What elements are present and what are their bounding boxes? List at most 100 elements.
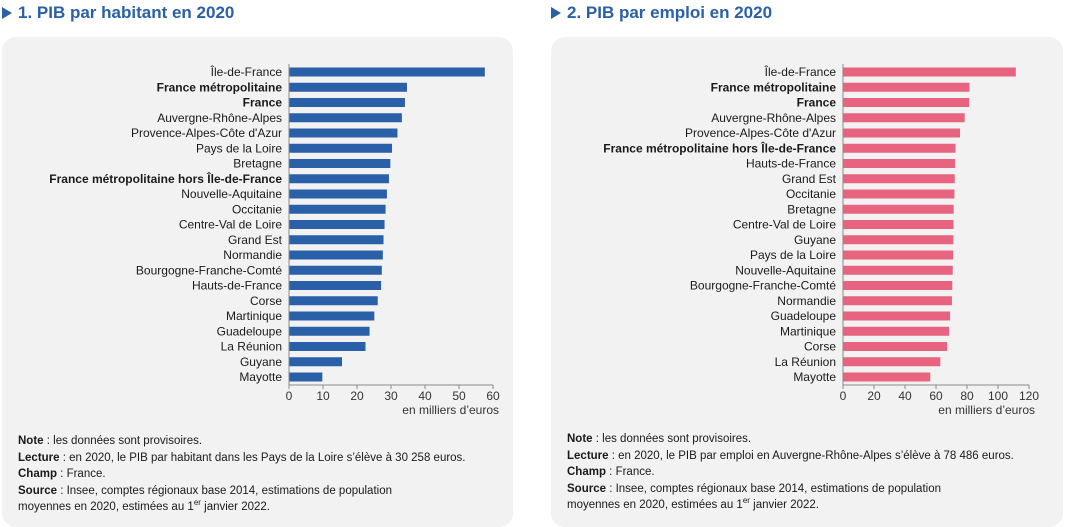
category-label: Normandie <box>777 294 836 308</box>
category-label: Bourgogne-Franche-Comté <box>690 279 836 293</box>
chart-card-pib-emploi: Île-de-France France métropolitaine France… <box>551 37 1063 527</box>
category-label: Corse <box>250 294 282 308</box>
category-label: Centre-Val de Loire <box>179 218 282 232</box>
category-label: Grand Est <box>782 172 837 186</box>
x-tick-label: 40 <box>898 389 912 403</box>
category-label: Centre-Val de Loire <box>733 218 836 232</box>
bar <box>289 296 378 306</box>
bar <box>843 113 965 123</box>
category-label: Nouvelle-Aquitaine <box>181 187 282 201</box>
bar <box>289 189 387 199</box>
bar <box>289 235 384 245</box>
category-label: Guadeloupe <box>771 309 837 323</box>
category-label: Île-de-France <box>764 64 837 79</box>
x-tick-label: 30 <box>384 389 398 403</box>
category-label: France métropolitaine <box>711 80 837 94</box>
x-axis-label: en milliers d’euros <box>402 403 499 417</box>
x-tick-label: 20 <box>867 389 881 403</box>
bar <box>843 342 948 351</box>
chart-card-pib-habitant: Île-de-France France métropolitaine France… <box>2 37 513 527</box>
category-label: Normandie <box>223 248 282 262</box>
x-tick-label: 120 <box>1019 389 1039 403</box>
bar <box>289 342 366 351</box>
bar <box>289 250 383 260</box>
chart-notes-pib-emploi: Note : les données sont provisoires. Lec… <box>567 431 1014 514</box>
x-axis-label: en milliers d’euros <box>938 403 1035 417</box>
category-label: Bretagne <box>233 157 282 171</box>
bar <box>289 113 402 123</box>
bar <box>843 265 953 275</box>
x-tick-label: 10 <box>316 389 330 403</box>
x-tick-label: 0 <box>286 389 293 403</box>
bar <box>843 311 951 321</box>
category-label: Occitanie <box>786 187 836 201</box>
x-tick-label: 60 <box>486 389 500 403</box>
bar <box>289 174 389 184</box>
x-tick-label: 20 <box>350 389 364 403</box>
category-label: Guadeloupe <box>217 324 283 338</box>
category-label: Provence-Alpes-Côte d'Azur <box>685 126 836 140</box>
category-label: Hauts-de-France <box>192 279 282 293</box>
category-label: France <box>243 96 283 110</box>
bar <box>843 67 1016 77</box>
category-label: Auvergne-Rhône-Alpes <box>157 111 282 125</box>
triangle-bullet-icon <box>2 7 12 19</box>
champ-line: Champ : France. <box>18 468 106 480</box>
category-label: Corse <box>804 340 836 354</box>
category-label: Mayotte <box>793 370 836 384</box>
bar <box>843 128 961 138</box>
bar <box>289 265 382 275</box>
source-line-2: moyennes en 2020, estimées au 1er janvie… <box>18 498 270 513</box>
category-label: Occitanie <box>232 202 282 216</box>
x-tick-label: 80 <box>960 389 974 403</box>
bar <box>843 220 954 229</box>
category-label: Martinique <box>780 324 836 338</box>
category-label: Auvergne-Rhône-Alpes <box>711 111 836 125</box>
bar <box>289 372 323 382</box>
bar <box>289 143 393 153</box>
chart-title-text: 1. PIB par habitant en 2020 <box>18 3 235 22</box>
bar <box>843 189 955 199</box>
lecture-line: Lecture : en 2020, le PIB par emploi en … <box>567 449 1014 462</box>
category-label: Bretagne <box>787 202 836 216</box>
category-label: La Réunion <box>775 355 836 369</box>
bar <box>843 143 956 153</box>
x-tick-label: 0 <box>840 389 847 403</box>
source-line: Source : Insee, comptes régionaux base 2… <box>567 482 941 495</box>
category-label: Île-de-France <box>210 64 283 79</box>
category-label: Mayotte <box>239 370 282 384</box>
note-line: Note : les données sont provisoires. <box>567 433 752 445</box>
chart-notes-pib-habitant: Note : les données sont provisoires. Lec… <box>18 433 466 516</box>
bar <box>843 98 970 107</box>
chart-title-text: 2. PIB par emploi en 2020 <box>567 3 773 22</box>
chart-title-pib-emploi: 2. PIB par emploi en 2020 <box>551 0 772 26</box>
x-tick-label: 40 <box>418 389 432 403</box>
source-line: Source : Insee, comptes régionaux base 2… <box>18 484 392 497</box>
note-line: Note : les données sont provisoires. <box>18 435 203 447</box>
source-line-2: moyennes en 2020, estimées au 1er janvie… <box>567 496 819 511</box>
bar <box>843 372 931 382</box>
bar <box>289 220 385 229</box>
category-label: France métropolitaine <box>157 80 283 94</box>
bar <box>289 67 485 77</box>
x-tick-label: 100 <box>988 389 1008 403</box>
bar <box>289 281 382 290</box>
category-label: Nouvelle-Aquitaine <box>735 263 836 277</box>
bar <box>289 98 405 107</box>
bar <box>289 128 398 138</box>
chart-title-pib-habitant: 1. PIB par habitant en 2020 <box>2 0 234 26</box>
category-label: Guyane <box>240 355 282 369</box>
category-label: La Réunion <box>221 340 282 354</box>
category-label: Bourgogne-Franche-Comté <box>136 263 282 277</box>
x-tick-label: 50 <box>452 389 466 403</box>
category-label: Pays de la Loire <box>196 141 282 155</box>
champ-line: Champ : France. <box>567 466 655 478</box>
bar <box>289 159 391 168</box>
bar <box>843 82 970 92</box>
bar <box>289 357 343 367</box>
bar <box>843 326 950 336</box>
bar <box>843 296 952 306</box>
bar <box>289 204 386 214</box>
